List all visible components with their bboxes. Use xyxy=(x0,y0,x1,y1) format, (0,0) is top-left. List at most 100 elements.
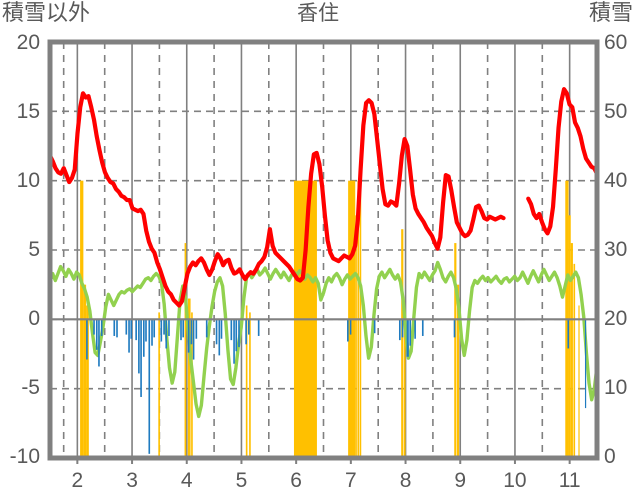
blue-bar xyxy=(230,319,233,341)
left-tick-15: 15 xyxy=(16,100,40,123)
left-tick-0: 0 xyxy=(28,307,40,330)
blue-bar xyxy=(406,319,409,357)
orange-bar xyxy=(86,305,89,458)
blue-bar xyxy=(248,319,250,335)
x-tick-label-9: 9 xyxy=(454,469,467,492)
blue-bar xyxy=(453,319,456,338)
blue-bar xyxy=(401,319,404,338)
blue-bar xyxy=(192,319,195,360)
x-tick-label-6: 6 xyxy=(290,469,302,492)
blue-bar xyxy=(116,319,118,338)
blue-bar xyxy=(235,319,238,352)
x-tick-label-10: 10 xyxy=(503,469,527,492)
orange-bar xyxy=(401,229,404,458)
blue-bar xyxy=(100,319,103,336)
right-tick-60: 60 xyxy=(604,31,628,54)
left-tick-10: 10 xyxy=(16,169,40,192)
orange-bar xyxy=(403,312,406,458)
blue-bar xyxy=(409,319,412,346)
orange-bar xyxy=(568,215,571,458)
blue-bar xyxy=(135,319,137,341)
left-tick-5: 5 xyxy=(28,238,40,261)
red-line xyxy=(47,87,600,308)
orange-bar xyxy=(573,263,576,458)
blue-bar xyxy=(148,319,151,454)
left-tick-neg10: -10 xyxy=(9,445,40,468)
blue-bar xyxy=(138,319,140,374)
blue-bar xyxy=(195,319,198,339)
blue-bar xyxy=(125,319,128,335)
blue-bar xyxy=(145,319,147,342)
x-tick-label-3: 3 xyxy=(126,469,138,492)
blue-bar xyxy=(238,319,240,348)
left-axis-title: 積雪以外 xyxy=(2,0,91,25)
plot-frame xyxy=(47,39,600,461)
right-tick-30: 30 xyxy=(604,238,628,261)
blue-bar xyxy=(205,319,208,338)
orange-bar xyxy=(191,312,193,458)
right-tick-0: 0 xyxy=(604,445,616,468)
blue-bar xyxy=(165,319,168,349)
blue-bar xyxy=(130,319,133,339)
right-tick-50: 50 xyxy=(604,100,628,123)
blue-bar xyxy=(95,319,98,350)
blue-bar xyxy=(584,319,587,409)
blue-bar xyxy=(257,319,260,336)
blue-bar xyxy=(93,319,95,335)
orange-bar xyxy=(158,312,160,458)
blue-bar xyxy=(187,319,190,353)
blue-bar xyxy=(98,319,100,367)
blue-bar xyxy=(182,319,185,338)
blue-bar xyxy=(168,319,170,336)
x-tick-label-2: 2 xyxy=(71,469,84,492)
blue-bar xyxy=(349,319,352,335)
blue-bar xyxy=(163,319,165,335)
blue-bar xyxy=(140,319,142,397)
left-tick-neg5: -5 xyxy=(21,376,40,399)
blue-bar xyxy=(245,319,247,345)
x-tick-label-11: 11 xyxy=(558,469,581,492)
blue-bar xyxy=(190,319,193,345)
x-tick-label-8: 8 xyxy=(399,469,412,492)
orange-bar xyxy=(245,305,248,458)
blue-bar xyxy=(180,319,182,341)
orange-bar xyxy=(570,243,573,458)
blue-bar xyxy=(398,319,401,341)
blue-bar xyxy=(347,319,349,342)
blue-bar xyxy=(128,319,130,353)
orange-bar xyxy=(184,243,187,458)
orange-bar xyxy=(249,312,251,458)
blue-bar xyxy=(215,319,218,345)
blue-bar xyxy=(220,319,223,339)
blue-bar xyxy=(142,319,145,357)
orange-bar xyxy=(187,298,191,458)
blue-bar xyxy=(86,319,88,360)
right-tick-20: 20 xyxy=(604,307,628,330)
blue-bar xyxy=(160,319,163,342)
blue-bar xyxy=(421,319,424,336)
blue-bar xyxy=(233,319,235,364)
x-tick-label-7: 7 xyxy=(345,469,357,492)
blue-bar xyxy=(151,319,153,346)
chart-title: 香住 xyxy=(297,2,339,25)
blue-bar xyxy=(373,319,376,334)
orange-bar xyxy=(355,215,357,458)
left-tick-20: 20 xyxy=(16,31,40,54)
right-axis-title: 積雪 xyxy=(588,0,633,25)
green-line xyxy=(48,260,599,419)
blue-bar xyxy=(113,319,116,336)
right-tick-10: 10 xyxy=(604,376,628,399)
orange-bar xyxy=(578,305,580,458)
blue-bar xyxy=(218,319,221,356)
blue-bar xyxy=(153,319,156,338)
right-tick-40: 40 xyxy=(604,169,628,192)
x-tick-label-5: 5 xyxy=(235,469,248,492)
orange-bar xyxy=(83,284,87,458)
x-tick-label-4: 4 xyxy=(180,469,193,492)
blue-bar xyxy=(567,319,570,349)
orange-bar xyxy=(454,243,457,458)
orange-bar xyxy=(456,284,460,458)
blue-bar xyxy=(414,319,416,339)
